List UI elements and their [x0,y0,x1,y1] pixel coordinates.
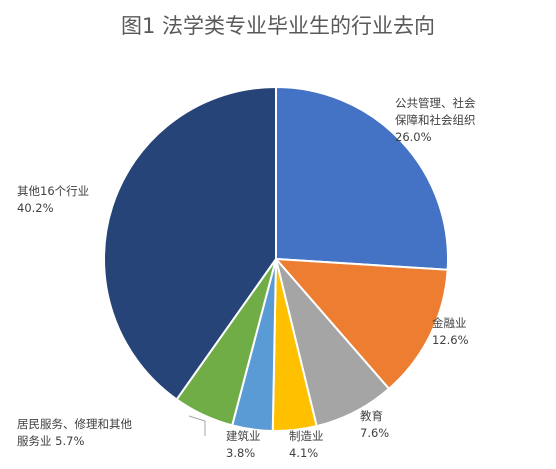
slice-label-line: 公共管理、社会 [395,96,476,110]
slice-label-line: 教育 [360,409,383,423]
slice-label-line: 制造业 [289,429,324,443]
leader-lines-layer [188,415,206,436]
slice-label-0: 公共管理、社会保障和社会组织 26.0% [395,96,476,144]
slice-label-line: 12.6% [432,333,469,347]
slice-label-line: 其他16个行业 [17,184,89,198]
leader-line-5 [188,415,206,436]
slice-label-6: 其他16个行业 40.2% [17,184,89,215]
slice-label-line: 居民服务、修理和其他 [17,417,132,431]
slice-label-3: 制造业 4.1% [289,429,324,460]
pie-slice-1 [273,257,449,391]
slices-layer [103,85,449,432]
slice-label-line: 40.2% [17,201,54,215]
slice-label-line: 4.1% [289,446,318,460]
slice-label-line: 保障和社会组织 [395,113,476,127]
slice-label-line: 建筑业 [226,429,261,443]
slice-label-line: 服务业 5.7% [17,434,84,448]
slice-label-line: 3.8% [226,446,255,460]
slice-label-line: 26.0% [395,130,432,144]
slice-label-2: 教育 7.6% [360,409,389,440]
slice-label-1: 金融业 12.6% [432,316,469,347]
pie-slice-6 [103,85,277,401]
slice-label-5: 居民服务、修理和其他服务业 5.7% [17,417,132,448]
pie-slice-0 [275,85,449,271]
chart-title: 图1 法学类专业毕业生的行业去向 [121,14,435,38]
slice-label-4: 建筑业 3.8% [226,429,261,460]
labels-layer: 公共管理、社会保障和社会组织 26.0% 金融业 12.6% 教育 7.6% 制造业 4.1%… [17,96,476,460]
slice-label-line: 金融业 [432,316,467,330]
slice-label-line: 7.6% [360,426,389,440]
